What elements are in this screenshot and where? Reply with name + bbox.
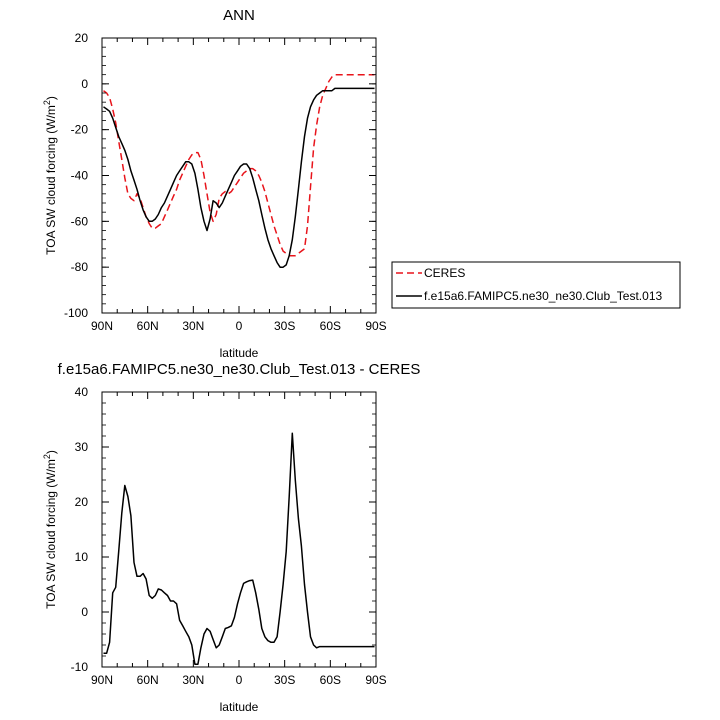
y-axis-title: TOA SW cloud forcing (W/m2): [42, 96, 58, 255]
y-tick-label: -80: [71, 260, 89, 274]
top-plot-annual-cloud-forcing: ANN 90N 60N 30N 0 30S 60S 90S -100 -80 -60 -40 -20 0 2…: [42, 7, 387, 360]
y-tick-label: 0: [81, 77, 88, 91]
x-tick-label: 30S: [274, 673, 295, 687]
x-tick-label: 90S: [365, 673, 386, 687]
y-tick-label: 0: [81, 605, 88, 619]
y-tick-label: -10: [71, 660, 89, 674]
series-line-f-e15a6-famipc5-ne30-ne30-club-test-013: [103, 87, 375, 268]
y-tick-label: 20: [75, 495, 89, 509]
legend-label-1: f.e15a6.FAMIPC5.ne30_ne30.Club_Test.013: [424, 289, 662, 303]
y-tick-label: 20: [75, 31, 89, 45]
y-tick-label: 40: [75, 385, 89, 399]
legend: CERES f.e15a6.FAMIPC5.ne30_ne30.Club_Test…: [391, 261, 681, 309]
y-tick-label: 30: [75, 440, 89, 454]
legend-box: [391, 261, 681, 309]
x-tick-label: 30N: [182, 673, 204, 687]
chart-title: f.e15a6.FAMIPC5.ne30_ne30.Club_Test.013 …: [58, 361, 421, 378]
x-tick-label: 30N: [182, 319, 204, 333]
y-axis-title-superscript: 2: [42, 100, 52, 105]
plot-frame: [101, 391, 377, 668]
y-tick-label: -100: [64, 306, 88, 320]
bottom-plot-difference: f.e15a6.FAMIPC5.ne30_ne30.Club_Test.013 …: [42, 361, 420, 714]
y-axis-title-end: ): [44, 96, 58, 100]
chart-title: ANN: [223, 7, 255, 24]
x-tick-label: 60N: [137, 319, 159, 333]
x-tick-label: 30S: [274, 319, 295, 333]
y-axis-title-superscript: 2: [42, 454, 52, 459]
y-axis-title: TOA SW cloud forcing (W/m2): [42, 450, 58, 609]
y-axis-title-main: TOA SW cloud forcing (W/m: [44, 105, 58, 255]
y-tick-label: -20: [71, 123, 89, 137]
series-line-difference: [103, 432, 375, 666]
x-tick-label: 60N: [137, 673, 159, 687]
y-axis-title-main: TOA SW cloud forcing (W/m: [44, 459, 58, 609]
x-axis-title: latitude: [220, 700, 259, 714]
x-tick-label: 60S: [320, 319, 341, 333]
x-tick-label: 60S: [320, 673, 341, 687]
x-tick-label: 0: [236, 319, 243, 333]
x-tick-label: 90N: [91, 673, 113, 687]
y-tick-label: 10: [75, 550, 89, 564]
legend-label-0: CERES: [424, 266, 465, 280]
y-axis-title-end: ): [44, 450, 58, 454]
x-tick-label: 90S: [365, 319, 386, 333]
x-axis-title: latitude: [220, 346, 259, 360]
y-tick-label: -40: [71, 169, 89, 183]
x-tick-label: 0: [236, 673, 243, 687]
y-tick-label: -60: [71, 214, 89, 228]
series-line-ceres: [103, 73, 375, 257]
x-tick-label: 90N: [91, 319, 113, 333]
plot-frame: [101, 37, 377, 314]
